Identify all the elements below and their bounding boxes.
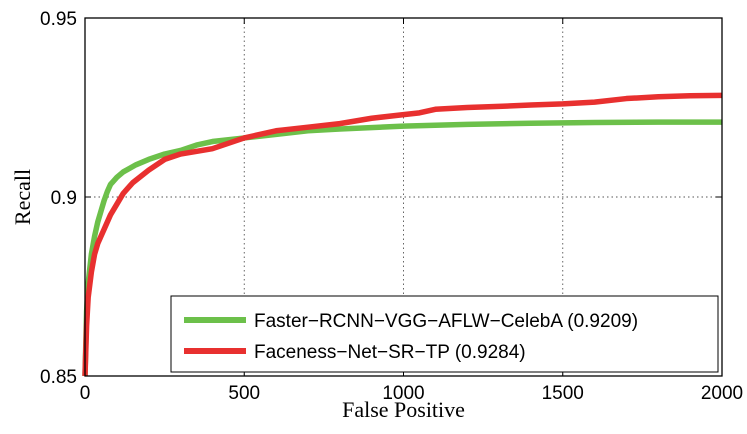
- legend-label-faster-rcnn: Faster−RCNN−VGG−AFLW−CelebA (0.9209): [254, 311, 638, 332]
- x-tick-label: 2000: [701, 383, 743, 404]
- x-tick-label: 500: [228, 383, 260, 404]
- y-tick-label: 0.85: [40, 367, 77, 388]
- x-axis-title: False Positive: [342, 397, 465, 422]
- x-tick-label: 1000: [382, 383, 424, 404]
- series-line-faceness-net: [82, 92, 723, 377]
- legend: Faster−RCNN−VGG−AFLW−CelebA (0.9209) Fac…: [170, 295, 719, 373]
- y-axis-title: Recall: [10, 169, 35, 225]
- series-line-faster-rcnn: [82, 119, 722, 377]
- y-tick-label: 0.95: [40, 9, 77, 30]
- tick-layer: 0 500 1000 1500 2000 0.85 0.9 0.95: [40, 9, 743, 404]
- series-layer: [82, 92, 723, 377]
- legend-label-faceness-net: Faceness−Net−SR−TP (0.9284): [254, 342, 526, 363]
- x-tick-label: 1500: [542, 383, 584, 404]
- legend-box: [170, 295, 719, 373]
- y-tick-label: 0.9: [51, 188, 77, 209]
- x-tick-label: 0: [80, 383, 91, 404]
